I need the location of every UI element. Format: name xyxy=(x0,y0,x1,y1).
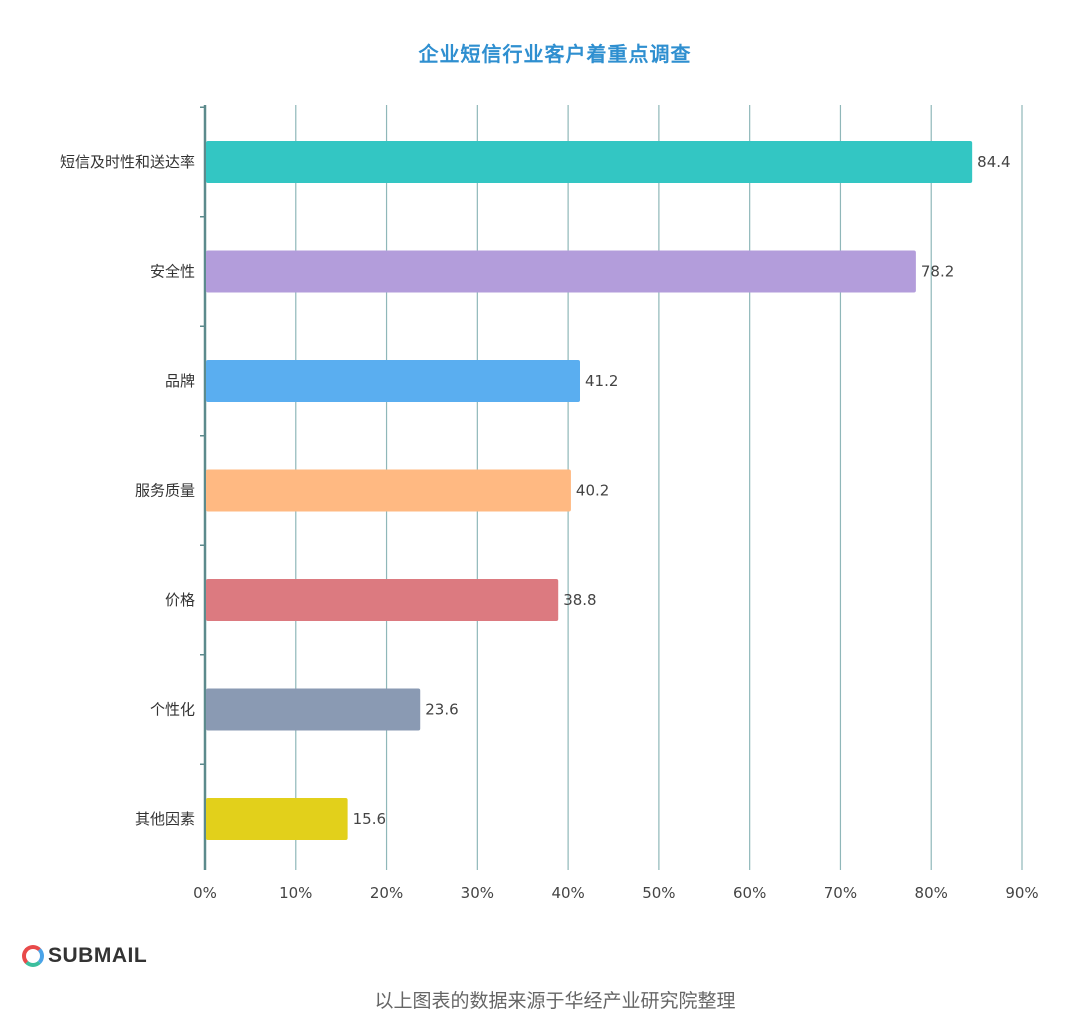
data-label: 40.2 xyxy=(576,482,609,500)
category-label: 个性化 xyxy=(150,701,195,719)
y-axis xyxy=(200,105,207,870)
category-label: 服务质量 xyxy=(135,482,195,500)
x-tick-label: 40% xyxy=(551,884,584,902)
category-label: 价格 xyxy=(165,591,195,609)
source-note: 以上图表的数据来源于华经产业研究院整理 xyxy=(374,990,736,1012)
category-label: 安全性 xyxy=(150,263,195,281)
x-tick-label: 20% xyxy=(370,884,403,902)
brand-logo: SUBMAIL xyxy=(22,942,147,970)
x-tick-label: 0% xyxy=(193,884,217,902)
submail-logo-icon xyxy=(22,945,44,967)
bars xyxy=(206,141,973,840)
bar xyxy=(206,469,571,512)
bar xyxy=(206,141,973,183)
x-tick-label: 30% xyxy=(461,884,494,902)
bar-chart: 0% 10% 20% 30% 40% 50% 60% 70% 80% 90% 短信及时性和送达率 84… xyxy=(60,105,1039,902)
x-tick-label: 10% xyxy=(279,884,312,902)
data-label: 78.2 xyxy=(921,263,954,281)
data-label: 15.6 xyxy=(353,810,386,828)
data-label: 23.6 xyxy=(425,701,458,719)
chart-title: 企业短信行业客户着重点调查 xyxy=(418,42,692,66)
labels: 0% 10% 20% 30% 40% 50% 60% 70% 80% 90% 短信及时性和送达率 84… xyxy=(60,153,1039,902)
x-tick-label: 70% xyxy=(824,884,857,902)
x-tick-label: 80% xyxy=(915,884,948,902)
data-label: 41.2 xyxy=(585,372,618,390)
x-tick-label: 60% xyxy=(733,884,766,902)
bar xyxy=(206,798,348,840)
category-label: 品牌 xyxy=(165,372,195,390)
bar xyxy=(206,688,421,731)
bar xyxy=(206,360,581,402)
bar xyxy=(206,579,559,621)
x-tick-label: 50% xyxy=(642,884,675,902)
category-label: 其他因素 xyxy=(135,810,195,828)
data-label: 38.8 xyxy=(563,591,596,609)
brand-name: SUBMAIL xyxy=(48,944,148,967)
x-tick-label: 90% xyxy=(1005,884,1038,902)
data-label: 84.4 xyxy=(977,153,1010,171)
category-label: 短信及时性和送达率 xyxy=(60,153,195,171)
bar xyxy=(206,250,916,293)
